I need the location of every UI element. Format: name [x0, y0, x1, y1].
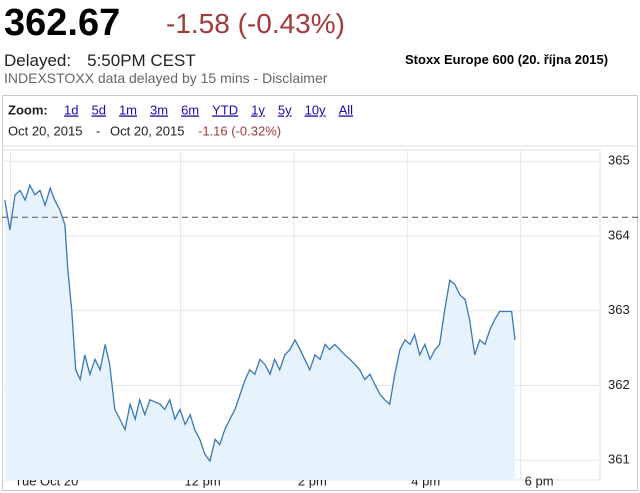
price-change: -1.58 (-0.43%) — [166, 8, 345, 39]
zoom-option[interactable]: 5y — [278, 102, 292, 117]
zoom-option[interactable]: 6m — [181, 102, 199, 117]
area-fill — [4, 185, 516, 480]
caption: Stoxx Europe 600 (20. října 2015) — [405, 52, 609, 67]
zoom-option[interactable]: 1y — [251, 102, 265, 117]
range-change: -1.16 (-0.32%) — [198, 123, 281, 138]
delayed-label: Delayed: — [4, 51, 72, 70]
zoom-option[interactable]: YTD — [212, 102, 238, 117]
range-from: Oct 20, 2015 — [8, 123, 82, 138]
range-to: Oct 20, 2015 — [110, 123, 184, 138]
zoom-option[interactable]: All — [339, 102, 354, 117]
y-tick-label: 363 — [608, 302, 630, 317]
y-tick-label: 364 — [608, 227, 630, 242]
delayed-time: 5:50PM CEST — [87, 51, 196, 70]
zoom-option[interactable]: 3m — [150, 102, 168, 117]
price-line — [4, 183, 516, 463]
range-separator: - — [96, 123, 100, 138]
x-tick-label: 6 pm — [525, 473, 554, 488]
y-tick-label: 362 — [608, 377, 630, 392]
y-tick-label: 361 — [608, 452, 630, 467]
delay-info: Delayed: 5:50PM CEST — [4, 51, 196, 71]
chart: Zoom: Oct 20, 2015 - Oct 20, 2015 -1.16 … — [2, 95, 638, 491]
zoom-option[interactable]: 10y — [305, 102, 326, 117]
zoom-label: Zoom: — [8, 102, 48, 117]
zoom-option[interactable]: 1d — [64, 102, 78, 117]
zoom-option[interactable]: 1m — [119, 102, 137, 117]
zoom-option[interactable]: 5d — [91, 102, 105, 117]
y-tick-label: 365 — [608, 153, 630, 168]
price: 362.67 — [4, 2, 121, 44]
disclaimer[interactable]: INDEXSTOXX data delayed by 15 mins - Dis… — [4, 70, 328, 86]
